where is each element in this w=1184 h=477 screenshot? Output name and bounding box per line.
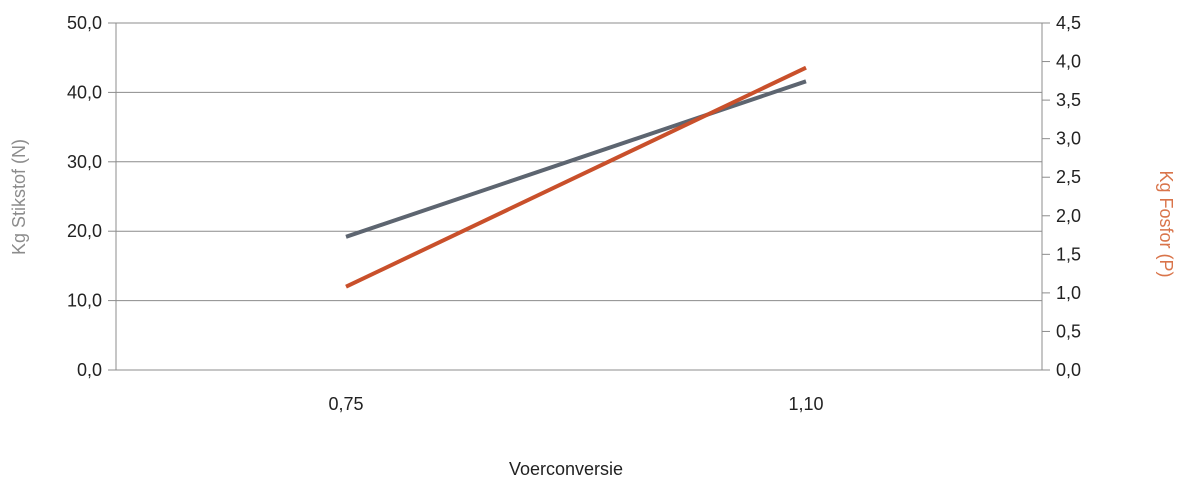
right-tick-label: 4,5 (1056, 13, 1081, 33)
right-tick-label: 0,5 (1056, 321, 1081, 341)
right-tick-label: 4,0 (1056, 52, 1081, 72)
x-axis-title: Voerconversie (509, 459, 623, 477)
left-tick-label: 10,0 (67, 291, 102, 311)
right-tick-label: 0,0 (1056, 360, 1081, 380)
right-tick-label: 2,0 (1056, 206, 1081, 226)
x-tick-label: 1,10 (788, 394, 823, 414)
left-tick-label: 0,0 (77, 360, 102, 380)
x-tick-label: 0,75 (328, 394, 363, 414)
left-axis-ticks: 0,0 10,0 20,0 30,0 40,0 50,0 (67, 13, 102, 380)
axes (108, 22, 1050, 371)
right-tick-label: 3,0 (1056, 129, 1081, 149)
left-axis-title: Kg Stikstof (N) (9, 139, 29, 255)
series-line-stikstof (345, 79, 807, 239)
gridlines (116, 22, 1042, 302)
left-tick-label: 30,0 (67, 152, 102, 172)
right-tick-label: 2,5 (1056, 167, 1081, 187)
left-tick-label: 50,0 (67, 13, 102, 33)
right-tick-label: 3,5 (1056, 90, 1081, 110)
left-tick-label: 20,0 (67, 221, 102, 241)
right-axis-ticks: 0,0 0,5 1,0 1,5 2,0 2,5 3,0 3,5 4,0 4,5 (1056, 13, 1081, 380)
x-axis-ticks: 0,75 1,10 (328, 394, 823, 414)
series-line-fosfor (345, 65, 807, 289)
left-tick-label: 40,0 (67, 82, 102, 102)
right-tick-label: 1,5 (1056, 244, 1081, 264)
series-lines (345, 65, 807, 289)
right-tick-label: 1,0 (1056, 283, 1081, 303)
right-axis-title: Kg Fosfor (P) (1156, 170, 1176, 277)
